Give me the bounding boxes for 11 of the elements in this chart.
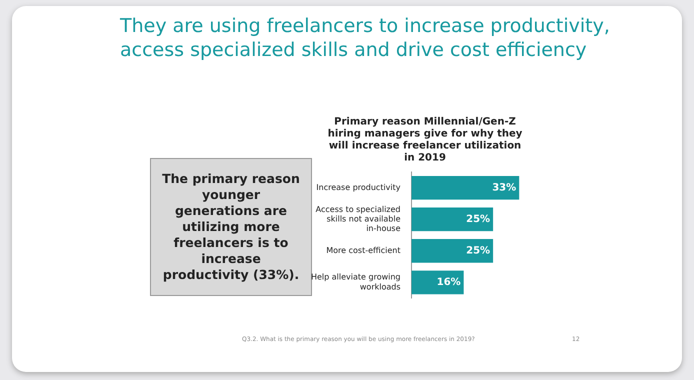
y-tick-label: Increase productivity <box>316 182 401 192</box>
chart-title: They are using freelancers to increase productivity, access specialized skills and drive cost efficiency <box>120 14 611 62</box>
data-label: 33% <box>492 182 516 194</box>
chart-subtitle: Primary reason Millennial/Gen-Z hiring managers give for why they will increase freelancer utilization in 2019 <box>328 116 523 164</box>
y-tick-label: Access to specialized skills not available in-house <box>316 204 401 234</box>
text: The primary reason younger generations are utilizing more freelancers is to increase productivity (33%). <box>150 158 312 296</box>
data-label: 25% <box>466 214 490 225</box>
y-tick-label: More cost-efficient <box>326 246 401 255</box>
y-tick-label: Help alleviate growing workloads <box>310 272 401 292</box>
data-label: 16% <box>436 277 461 288</box>
data-label: 25% <box>466 245 490 256</box>
